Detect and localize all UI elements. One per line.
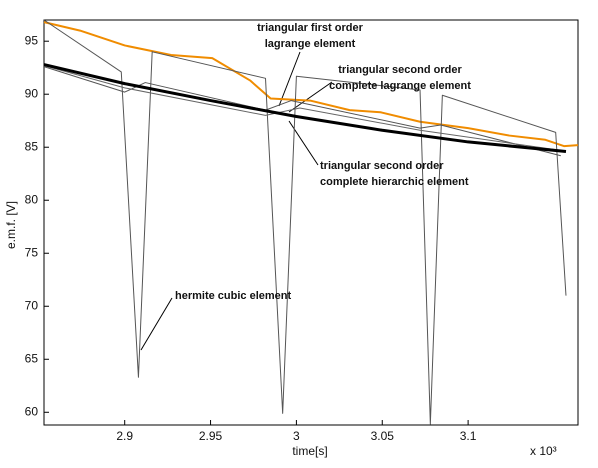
annotation: triangular second order (338, 64, 462, 76)
y-tick-label: 85 (25, 139, 39, 153)
plot-frame (43, 19, 579, 426)
y-tick-label: 80 (25, 192, 39, 206)
arrow (288, 81, 333, 113)
series-line (43, 21, 579, 148)
x-axis-label: time[s] (292, 444, 327, 458)
y-tick-label: 95 (25, 33, 39, 47)
arrow (140, 297, 173, 351)
annotation: triangular first order (257, 22, 363, 34)
y-axis-label: e.m.f. [V] (4, 201, 18, 249)
annotation: complete hierarchic element (320, 176, 469, 188)
x-tick-label: 3.1 (460, 429, 477, 443)
y-tick-label: 60 (25, 404, 39, 418)
y-tick-label: 70 (25, 298, 39, 312)
arrow (278, 51, 301, 107)
y-tick-label: 90 (25, 86, 39, 100)
x-tick-label: 3 (293, 429, 300, 443)
annotation: complete lagrange element (329, 80, 471, 92)
series-line (43, 19, 567, 425)
series-line (43, 66, 561, 157)
series-line (43, 63, 567, 153)
x-multiplier: x 10³ (530, 444, 557, 458)
x-tick-label: 2.95 (199, 429, 223, 443)
annotation: hermite cubic element (175, 290, 291, 302)
annotation-arrows (140, 51, 333, 351)
series-line (43, 65, 561, 151)
x-tick-label: 3.05 (371, 429, 395, 443)
x-tick-label: 2.9 (116, 429, 133, 443)
annotation: lagrange element (265, 38, 356, 50)
y-tick-label: 65 (25, 351, 39, 365)
y-tick-label: 75 (25, 245, 39, 259)
annotation: triangular second order (320, 160, 444, 172)
